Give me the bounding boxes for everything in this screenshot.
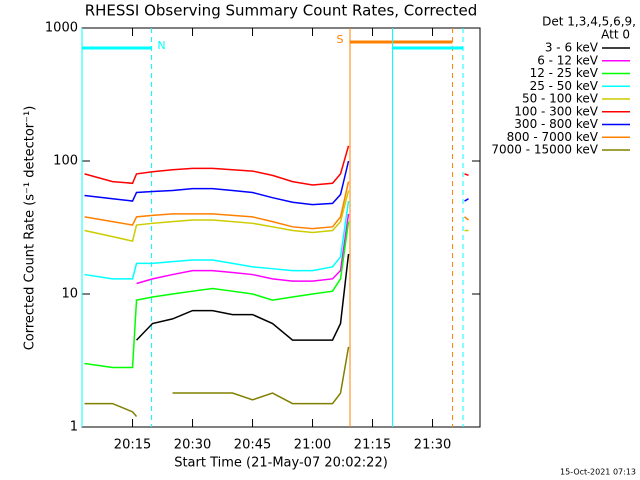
series-line [172, 346, 350, 405]
series-line [84, 190, 350, 242]
legend-label: 7000 - 15000 keV [491, 143, 598, 157]
legend-label: 50 - 100 keV [522, 92, 599, 106]
interval-label: N [157, 39, 165, 52]
x-tick-label: 21:15 [354, 438, 391, 453]
series-line [464, 173, 469, 177]
legend-label: 300 - 800 keV [514, 117, 598, 131]
series-line [135, 253, 350, 341]
x-tick-label: 20:45 [234, 438, 271, 453]
legend-label: 12 - 25 keV [530, 66, 599, 80]
y-tick-label: 1000 [45, 21, 78, 36]
series-line [464, 198, 469, 202]
x-tick-label: 20:15 [114, 438, 151, 453]
interval-label: S [337, 33, 344, 46]
x-tick-label: 20:30 [174, 438, 211, 453]
series-line [84, 402, 138, 417]
y-axis-label: Corrected Count Rate (s⁻¹ detector⁻¹) [23, 106, 38, 351]
legend-label: 25 - 50 keV [530, 79, 599, 93]
legend-label: 3 - 6 keV [545, 41, 599, 55]
series-line [84, 160, 350, 206]
legend-label: 100 - 300 keV [514, 104, 598, 118]
x-tick-label: 21:30 [414, 438, 451, 453]
y-tick-label: 100 [53, 154, 78, 169]
series-line [136, 213, 350, 285]
series-line [84, 200, 350, 280]
footer: 15-Oct-2021 07:13 [560, 468, 636, 477]
series-line [84, 221, 350, 369]
legend-label: 800 - 7000 keV [507, 130, 599, 144]
y-tick-label: 1 [70, 420, 78, 435]
series-line [84, 181, 350, 230]
y-tick-label: 10 [61, 287, 78, 302]
x-axis-label: Start Time (21-May-07 20:02:22) [174, 456, 388, 471]
legend-header: Det 1,3,4,5,6,9, [542, 15, 636, 29]
legend-label: 6 - 12 keV [537, 53, 599, 67]
x-tick-label: 21:00 [294, 438, 331, 453]
chart-title: RHESSI Observing Summary Count Rates, Co… [85, 2, 478, 20]
series-line [464, 216, 469, 221]
series-line [84, 145, 350, 186]
legend-header: Att 0 [601, 28, 630, 42]
